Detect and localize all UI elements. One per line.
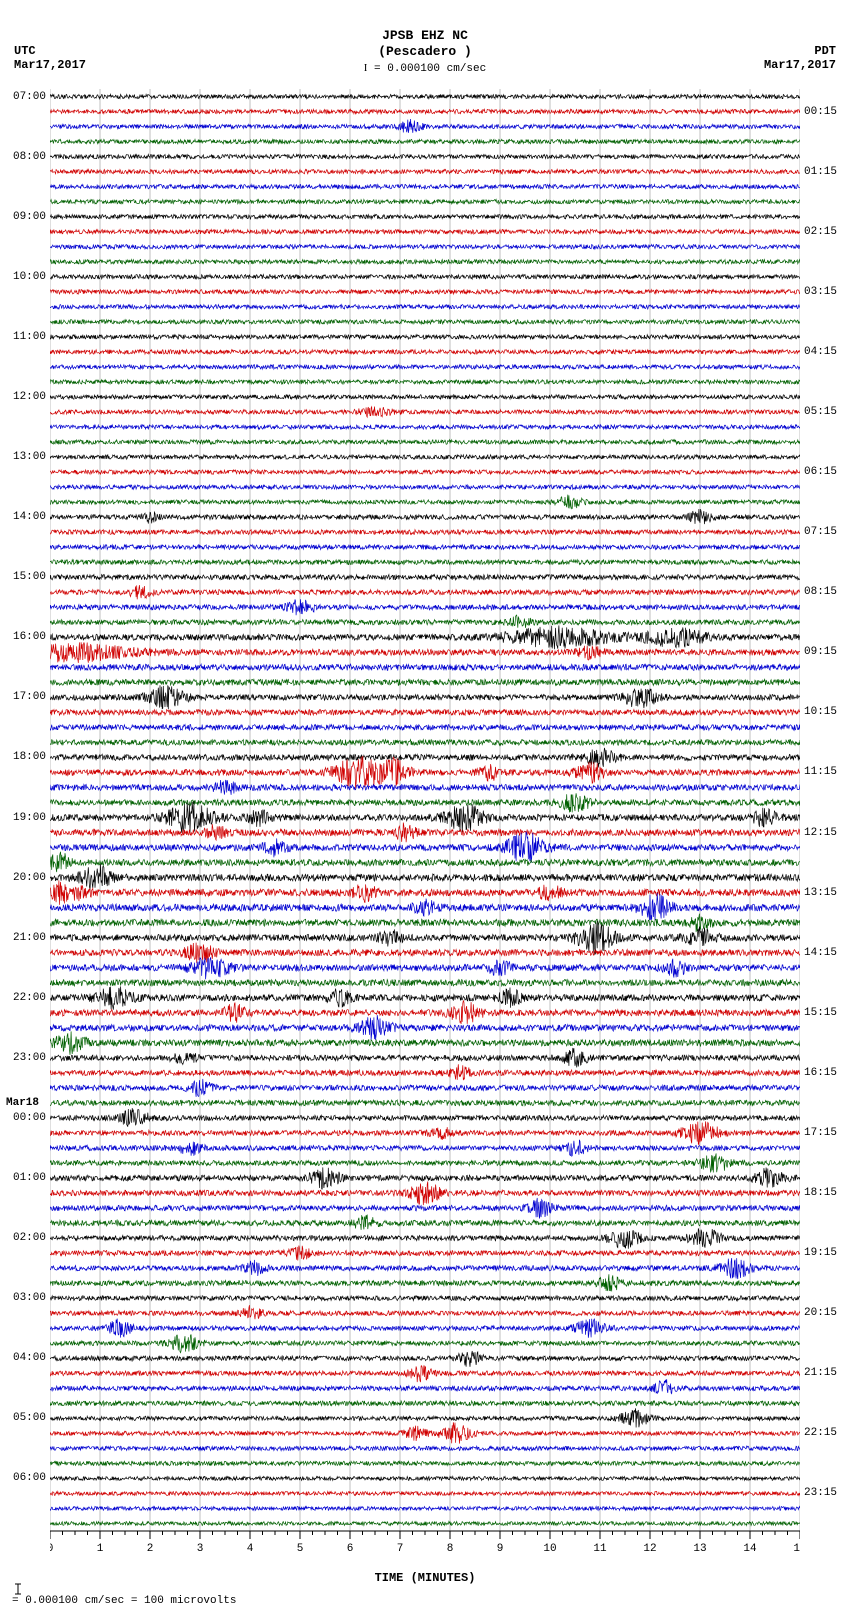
left-time-label: 13:00 bbox=[6, 451, 46, 463]
right-time-label: 17:15 bbox=[804, 1127, 844, 1139]
right-time-label: 21:15 bbox=[804, 1367, 844, 1379]
left-time-label: 15:00 bbox=[6, 571, 46, 583]
svg-text:9: 9 bbox=[497, 1543, 504, 1553]
left-time-label: 05:00 bbox=[6, 1412, 46, 1424]
right-time-label: 10:15 bbox=[804, 706, 844, 718]
left-time-label: 17:00 bbox=[6, 691, 46, 703]
right-time-label: 02:15 bbox=[804, 226, 844, 238]
svg-text:6: 6 bbox=[347, 1543, 354, 1553]
right-time-label: 18:15 bbox=[804, 1187, 844, 1199]
date-left-label: Mar17,2017 bbox=[14, 58, 86, 72]
svg-text:11: 11 bbox=[593, 1543, 607, 1553]
right-time-label: 07:15 bbox=[804, 526, 844, 538]
scale-text: I = 0.000100 cm/sec bbox=[0, 62, 850, 75]
date-right-label: Mar17,2017 bbox=[764, 58, 836, 72]
right-time-label: 13:15 bbox=[804, 887, 844, 899]
svg-text:7: 7 bbox=[397, 1543, 404, 1553]
svg-text:2: 2 bbox=[147, 1543, 154, 1553]
svg-text:13: 13 bbox=[693, 1543, 706, 1553]
left-time-label: 07:00 bbox=[6, 91, 46, 103]
tz-left-label: UTC bbox=[14, 44, 36, 58]
left-time-label: 00:00 bbox=[6, 1112, 46, 1124]
left-time-label: 04:00 bbox=[6, 1352, 46, 1364]
svg-text:15: 15 bbox=[793, 1543, 800, 1553]
svg-text:0: 0 bbox=[50, 1543, 53, 1553]
right-time-label: 12:15 bbox=[804, 827, 844, 839]
left-time-label: 08:00 bbox=[6, 151, 46, 163]
right-time-label: 14:15 bbox=[804, 947, 844, 959]
seismogram-container: JPSB EHZ NC (Pescadero ) I = 0.000100 cm… bbox=[0, 0, 850, 1613]
right-time-label: 23:15 bbox=[804, 1487, 844, 1499]
left-time-label: 06:00 bbox=[6, 1472, 46, 1484]
right-time-label: 20:15 bbox=[804, 1307, 844, 1319]
svg-text:8: 8 bbox=[447, 1543, 454, 1553]
tz-right-label: PDT bbox=[814, 44, 836, 58]
seismogram-svg: 0123456789101112131415 bbox=[50, 85, 800, 1553]
left-time-label: 19:00 bbox=[6, 812, 46, 824]
svg-text:12: 12 bbox=[643, 1543, 656, 1553]
right-time-label: 01:15 bbox=[804, 166, 844, 178]
left-time-label: 22:00 bbox=[6, 992, 46, 1004]
left-time-label: 16:00 bbox=[6, 631, 46, 643]
right-time-label: 06:15 bbox=[804, 466, 844, 478]
svg-text:5: 5 bbox=[297, 1543, 304, 1553]
right-time-label: 00:15 bbox=[804, 106, 844, 118]
right-time-label: 04:15 bbox=[804, 346, 844, 358]
right-time-label: 11:15 bbox=[804, 766, 844, 778]
left-time-label: 03:00 bbox=[6, 1292, 46, 1304]
right-time-label: 19:15 bbox=[804, 1247, 844, 1259]
left-time-label: 18:00 bbox=[6, 751, 46, 763]
svg-text:10: 10 bbox=[543, 1543, 556, 1553]
right-time-label: 15:15 bbox=[804, 1007, 844, 1019]
right-time-label: 09:15 bbox=[804, 646, 844, 658]
right-time-label: 03:15 bbox=[804, 286, 844, 298]
svg-text:3: 3 bbox=[197, 1543, 204, 1553]
svg-text:1: 1 bbox=[97, 1543, 104, 1553]
left-time-label: 10:00 bbox=[6, 271, 46, 283]
left-time-label: 01:00 bbox=[6, 1172, 46, 1184]
left-time-label: 14:00 bbox=[6, 511, 46, 523]
left-time-label: 09:00 bbox=[6, 211, 46, 223]
plot-area: 0123456789101112131415 bbox=[50, 85, 800, 1553]
station-location: (Pescadero ) bbox=[0, 44, 850, 59]
date-marker: Mar18 bbox=[6, 1097, 39, 1109]
left-time-label: 02:00 bbox=[6, 1232, 46, 1244]
left-time-label: 20:00 bbox=[6, 872, 46, 884]
right-time-label: 05:15 bbox=[804, 406, 844, 418]
svg-text:4: 4 bbox=[247, 1543, 254, 1553]
station-title: JPSB EHZ NC bbox=[0, 28, 850, 43]
right-time-label: 16:15 bbox=[804, 1067, 844, 1079]
right-time-label: 22:15 bbox=[804, 1427, 844, 1439]
svg-text:14: 14 bbox=[743, 1543, 757, 1553]
left-time-label: 12:00 bbox=[6, 391, 46, 403]
left-time-label: 11:00 bbox=[6, 331, 46, 343]
right-time-label: 08:15 bbox=[804, 586, 844, 598]
left-time-label: 21:00 bbox=[6, 932, 46, 944]
footer-scale: = 0.000100 cm/sec = 100 microvolts bbox=[12, 1583, 236, 1607]
left-time-label: 23:00 bbox=[6, 1052, 46, 1064]
